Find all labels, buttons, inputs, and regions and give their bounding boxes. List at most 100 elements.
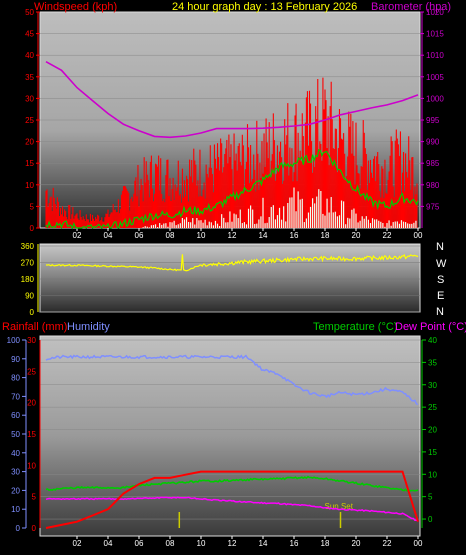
temp-tick-label: 15 <box>428 448 437 457</box>
rain-tick-label: 15 <box>27 430 36 439</box>
wind-tick-label: 45 <box>25 30 34 39</box>
compass-n1: N <box>436 241 444 253</box>
wind-tick-label: 5 <box>30 202 35 211</box>
wind-tick-label: 30 <box>25 94 34 103</box>
rain-line <box>45 470 419 529</box>
dir-tick-label: 0 <box>30 308 35 317</box>
temp-tick-label: 30 <box>428 381 437 390</box>
wind-tick-label: 10 <box>25 181 34 190</box>
x-tick-label: 14 <box>259 539 268 548</box>
baro-tick-label: 1010 <box>426 51 444 60</box>
temp-tick-label: 40 <box>428 336 437 345</box>
rain-tick-label: 20 <box>27 399 36 408</box>
rain-axis-label: Rainfall (mm) <box>2 321 67 333</box>
rain-tick-label: 5 <box>32 493 37 502</box>
x-tick-label: 12 <box>228 231 237 240</box>
compass-labels: N W S E N <box>436 241 447 318</box>
humidity-axis-label: Humidity <box>67 321 110 333</box>
humidity-tick-label: 100 <box>7 336 21 345</box>
compass-n2: N <box>436 306 444 318</box>
sunset-label: Sun Set <box>325 502 354 511</box>
x-tick-label: 16 <box>290 231 299 240</box>
temp-line <box>45 475 419 492</box>
temp-axis-label: Temperature (°C) <box>313 321 397 333</box>
wind-tick-label: 40 <box>25 51 34 60</box>
temp-tick-label: 35 <box>428 358 437 367</box>
chart-title: 24 hour graph day : 13 February 2026 <box>172 1 357 13</box>
baro-tick-label: 1020 <box>426 8 444 17</box>
baro-tick-label: 1005 <box>426 73 444 82</box>
baro-tick-label: 980 <box>426 181 440 190</box>
winddir-plot-area <box>39 243 421 313</box>
humidity-tick-label: 0 <box>16 524 21 533</box>
baro-tick-label: 985 <box>426 159 440 168</box>
compass-s: S <box>437 274 444 286</box>
wind-tick-label: 35 <box>25 73 34 82</box>
baro-line <box>45 61 419 139</box>
rain-tick-label: 25 <box>27 367 36 376</box>
x-tick-label: 18 <box>321 231 330 240</box>
humidity-tick-label: 20 <box>11 486 20 495</box>
x-tick-label: 02 <box>73 231 82 240</box>
wind-tick-label: 25 <box>25 116 34 125</box>
wind-axis-label: Windspeed (kph) <box>34 1 117 13</box>
dir-tick-label: 270 <box>21 259 35 268</box>
wind-tick-label: 15 <box>25 159 34 168</box>
humidity-tick-label: 10 <box>11 505 20 514</box>
x-tick-label: 04 <box>104 231 113 240</box>
temp-tick-label: 10 <box>428 470 437 479</box>
x-tick-label: 08 <box>166 231 175 240</box>
dir-tick-label: 360 <box>21 242 35 251</box>
x-tick-label: 10 <box>197 539 206 548</box>
baro-axis-label: Barometer (hpa) <box>371 1 451 13</box>
temp-tick-label: 5 <box>428 493 433 502</box>
humidity-tick-label: 40 <box>11 449 20 458</box>
dew-line <box>45 496 419 522</box>
temp-tick-label: 25 <box>428 403 437 412</box>
wind-tick-label: 0 <box>30 224 35 233</box>
humidity-tick-label: 90 <box>11 355 20 364</box>
x-tick-label: 16 <box>290 539 299 548</box>
humidity-line <box>45 354 419 406</box>
baro-tick-label: 1000 <box>426 94 444 103</box>
humidity-tick-label: 30 <box>11 468 20 477</box>
x-tick-label: 10 <box>197 231 206 240</box>
x-tick-label: 22 <box>383 539 392 548</box>
dew-axis-label: Dew Point (°C) <box>395 321 466 333</box>
x-tick-label: 00 <box>414 539 423 548</box>
x-tick-label: 20 <box>352 539 361 548</box>
compass-e: E <box>437 290 444 302</box>
temp-tick-label: 0 <box>428 515 433 524</box>
humidity-tick-label: 80 <box>11 374 20 383</box>
rain-tick-label: 30 <box>27 336 36 345</box>
winddir-line <box>45 254 419 272</box>
x-tick-label: 22 <box>383 231 392 240</box>
x-tick-label: 04 <box>104 539 113 548</box>
x-tick-label: 00 <box>414 231 423 240</box>
humidity-tick-label: 50 <box>11 430 20 439</box>
baro-tick-label: 975 <box>426 202 440 211</box>
x-tick-label: 08 <box>166 539 175 548</box>
baro-tick-label: 1015 <box>426 30 444 39</box>
baro-tick-label: 995 <box>426 116 440 125</box>
wind-tick-label: 20 <box>25 138 34 147</box>
temp-plot-area <box>39 335 421 537</box>
x-tick-label: 18 <box>321 539 330 548</box>
humidity-tick-label: 60 <box>11 411 20 420</box>
dir-tick-label: 180 <box>21 275 35 284</box>
rain-tick-label: 0 <box>32 524 37 533</box>
x-tick-label: 02 <box>73 539 82 548</box>
x-tick-label: 06 <box>135 539 144 548</box>
rain-tick-label: 10 <box>27 461 36 470</box>
x-tick-label: 14 <box>259 231 268 240</box>
baro-tick-label: 990 <box>426 138 440 147</box>
x-tick-label: 06 <box>135 231 144 240</box>
dir-tick-label: 90 <box>25 292 34 301</box>
x-tick-label: 20 <box>352 231 361 240</box>
temp-tick-label: 20 <box>428 426 437 435</box>
wind-tick-label: 50 <box>25 8 34 17</box>
x-tick-label: 12 <box>228 539 237 548</box>
humidity-tick-label: 70 <box>11 392 20 401</box>
wind-avg-line <box>45 148 419 230</box>
